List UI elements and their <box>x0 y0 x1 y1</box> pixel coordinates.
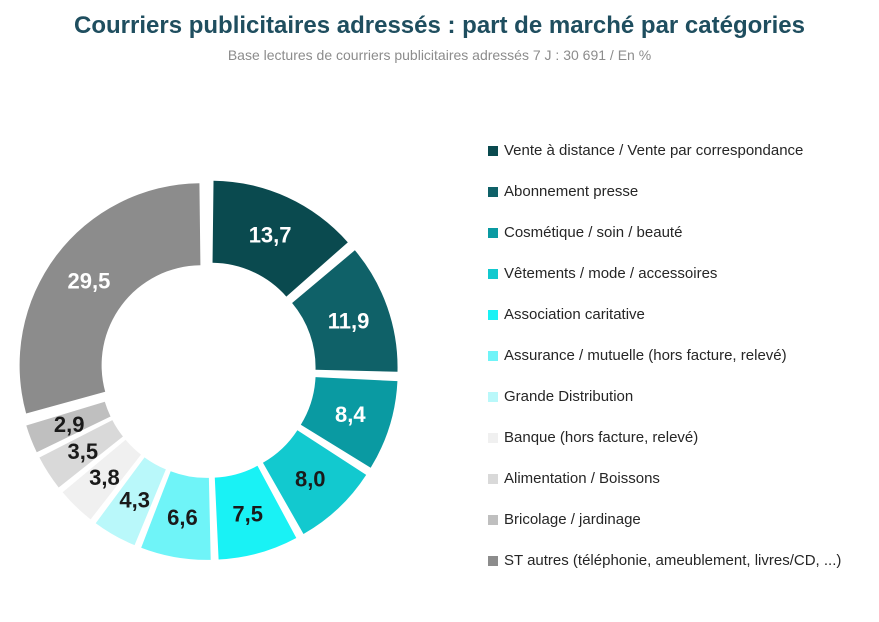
legend-label-8: Banque (hors facture, relevé) <box>504 429 699 446</box>
donut-slice-10 <box>26 401 111 453</box>
legend-swatch-6 <box>488 351 498 361</box>
legend-swatch-10 <box>488 515 498 525</box>
chart-subtitle: Base lectures de courriers publicitaires… <box>227 47 652 63</box>
donut-slice-8 <box>62 439 141 520</box>
slice-value-label-8: 3,8 <box>89 465 120 490</box>
legend-swatch-7 <box>488 392 498 402</box>
slice-value-label-5: 7,5 <box>232 502 263 527</box>
legend-item-5: Association caritative <box>488 304 868 325</box>
chart-legend: Vente à distance / Vente par corresponda… <box>488 140 868 571</box>
legend-label-10: Bricolage / jardinage <box>504 511 641 528</box>
legend-swatch-2 <box>488 187 498 197</box>
legend-label-5: Association caritative <box>504 306 645 323</box>
donut-slice-5 <box>214 465 297 560</box>
legend-label-9: Alimentation / Boissons <box>504 470 660 487</box>
slice-value-label-3: 8,4 <box>335 402 366 427</box>
donut-slice-11 <box>19 183 201 414</box>
legend-item-8: Banque (hors facture, relevé) <box>488 427 868 448</box>
legend-item-1: Vente à distance / Vente par corresponda… <box>488 140 868 161</box>
donut-slice-7 <box>95 457 166 546</box>
legend-swatch-9 <box>488 474 498 484</box>
legend-item-9: Alimentation / Boissons <box>488 468 868 489</box>
donut-slice-2 <box>292 250 398 372</box>
legend-label-3: Cosmétique / soin / beauté <box>504 224 683 241</box>
legend-swatch-5 <box>488 310 498 320</box>
legend-label-1: Vente à distance / Vente par corresponda… <box>504 142 804 159</box>
legend-label-2: Abonnement presse <box>504 183 639 200</box>
slice-value-label-10: 2,9 <box>54 412 85 437</box>
legend-swatch-3 <box>488 228 498 238</box>
legend-label-7: Grande Distribution <box>504 388 634 405</box>
slice-value-label-7: 4,3 <box>119 488 150 513</box>
donut-slice-4 <box>262 430 367 535</box>
legend-item-6: Assurance / mutuelle (hors facture, rele… <box>488 345 868 366</box>
legend-item-2: Abonnement presse <box>488 181 868 202</box>
legend-item-3: Cosmétique / soin / beauté <box>488 222 868 243</box>
legend-swatch-1 <box>488 146 498 156</box>
slice-value-label-9: 3,5 <box>67 439 98 464</box>
legend-swatch-11 <box>488 556 498 566</box>
slice-value-label-11: 29,5 <box>68 268 111 293</box>
legend-item-11: ST autres (téléphonie, ameublement, livr… <box>488 550 868 571</box>
slice-value-label-4: 8,0 <box>295 466 326 491</box>
legend-label-4: Vêtements / mode / accessoires <box>504 265 718 282</box>
donut-slice-6 <box>141 471 211 560</box>
legend-label-11: ST autres (téléphonie, ameublement, livr… <box>504 552 842 569</box>
donut-slice-1 <box>212 180 348 297</box>
donut-slice-3 <box>300 377 398 468</box>
chart-title: Courriers publicitaires adressés : part … <box>74 12 805 39</box>
slice-value-label-1: 13,7 <box>249 223 292 248</box>
legend-swatch-8 <box>488 433 498 443</box>
donut-slice-9 <box>39 420 123 488</box>
legend-swatch-4 <box>488 269 498 279</box>
legend-item-7: Grande Distribution <box>488 386 868 407</box>
slice-value-label-6: 6,6 <box>167 505 198 530</box>
legend-label-6: Assurance / mutuelle (hors facture, rele… <box>504 347 787 364</box>
legend-item-4: Vêtements / mode / accessoires <box>488 263 868 284</box>
legend-item-10: Bricolage / jardinage <box>488 509 868 530</box>
slice-value-label-2: 11,9 <box>328 309 370 334</box>
